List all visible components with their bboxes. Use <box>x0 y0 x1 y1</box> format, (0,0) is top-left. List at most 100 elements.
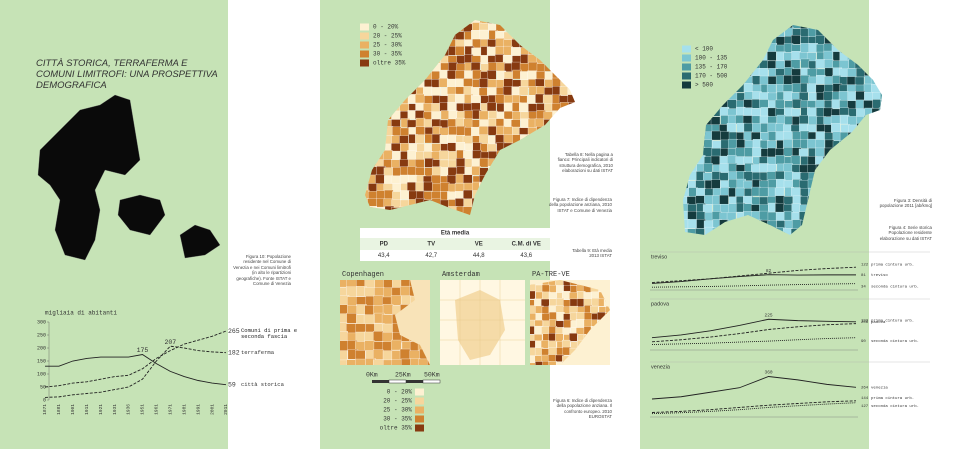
municipality <box>555 361 565 365</box>
municipality <box>878 164 882 174</box>
municipality <box>574 29 575 40</box>
municipality <box>719 194 729 205</box>
line <box>651 266 857 283</box>
municipality <box>872 140 882 150</box>
series-name: seconda cintura urb. <box>871 404 919 409</box>
municipality <box>471 166 481 176</box>
line <box>45 354 227 386</box>
chart-title: venezia <box>651 364 671 370</box>
y-tick-label: 50 <box>40 384 46 390</box>
legend-swatch <box>360 50 369 58</box>
municipality <box>613 362 621 370</box>
municipality <box>831 123 841 133</box>
municipality <box>495 46 505 56</box>
municipality <box>735 187 745 198</box>
x-tick-label: 1881 <box>56 404 62 415</box>
municipality <box>823 76 834 86</box>
municipality <box>775 211 786 222</box>
municipality <box>775 36 786 46</box>
municipality <box>383 167 394 177</box>
municipality <box>613 354 621 362</box>
municipality <box>479 157 489 168</box>
line <box>651 274 856 284</box>
legend-label: 0 - 20% <box>373 24 399 31</box>
municipality <box>792 99 802 109</box>
line <box>651 402 857 415</box>
municipality <box>519 102 529 113</box>
municipality <box>383 280 394 289</box>
municipality <box>486 46 497 57</box>
series-name: padova <box>871 320 886 325</box>
municipality <box>446 78 457 89</box>
municipality <box>456 158 466 168</box>
municipality <box>392 126 402 136</box>
caption: Figura 4: Serie storica Popolazione resi… <box>879 225 932 241</box>
municipality <box>560 126 570 136</box>
text-box: Figura 4: Serie storica Popolazione resi… <box>879 225 932 241</box>
municipality <box>552 134 562 145</box>
scale-label: 0Km <box>366 372 378 379</box>
peak-label: 82 <box>766 268 772 274</box>
municipality <box>364 287 375 298</box>
municipality <box>767 179 778 189</box>
municipality <box>878 107 882 117</box>
municipality <box>576 39 585 48</box>
municipality <box>560 46 570 57</box>
municipality <box>470 62 481 72</box>
municipality <box>612 292 620 300</box>
municipality <box>880 124 882 134</box>
legend-swatch <box>415 388 424 396</box>
municipality <box>406 182 417 192</box>
municipality <box>486 70 497 80</box>
municipality <box>880 52 882 62</box>
municipality <box>880 36 882 46</box>
end-value: 127 <box>861 405 869 409</box>
map-venezia <box>37 94 221 261</box>
x-tick-label: 1931 <box>112 404 118 415</box>
municipality <box>855 91 865 101</box>
municipality <box>455 70 465 80</box>
municipality <box>407 150 417 160</box>
municipality <box>455 78 465 88</box>
title: CITTÀ STORICA, TERRAFERMA E COMUNI LIMIT… <box>36 58 218 88</box>
municipality <box>744 147 754 157</box>
legend-swatch <box>415 424 424 432</box>
legend-label: 30 - 35% <box>373 51 402 58</box>
municipality <box>767 51 777 61</box>
municipality <box>567 22 575 32</box>
municipality <box>382 350 394 361</box>
municipality <box>799 180 809 190</box>
municipality <box>847 68 857 78</box>
municipality <box>438 78 449 88</box>
legend-label: 20 - 25% <box>383 398 412 405</box>
municipality <box>567 135 575 145</box>
municipality <box>775 99 785 110</box>
municipality <box>494 94 505 104</box>
municipality <box>806 83 817 93</box>
municipality <box>512 111 522 121</box>
municipality <box>373 331 384 342</box>
municipality <box>567 127 575 137</box>
municipality <box>511 47 521 57</box>
municipality <box>872 99 882 109</box>
municipality <box>456 125 466 136</box>
municipality <box>880 91 882 101</box>
municipality <box>364 331 375 343</box>
municipality <box>567 70 575 81</box>
municipality <box>567 30 575 40</box>
municipality <box>447 167 458 177</box>
municipality <box>551 126 561 137</box>
municipality <box>880 59 882 70</box>
text-box: Figura 7: Indice di dipendenza della pop… <box>549 197 612 213</box>
municipality <box>518 86 529 96</box>
x-tick-label: 1911 <box>84 404 90 415</box>
municipality <box>560 20 570 24</box>
municipality <box>871 212 882 222</box>
legend-label: oltre 35% <box>380 425 413 432</box>
caption: Figura 3: Densità di popolazione 2011 [a… <box>879 198 932 209</box>
municipality <box>566 110 575 121</box>
caption: Tabella 8: Nella pagina a fianco: Princi… <box>557 152 613 174</box>
municipality <box>767 211 778 222</box>
municipality <box>440 182 450 192</box>
municipality <box>390 339 402 351</box>
